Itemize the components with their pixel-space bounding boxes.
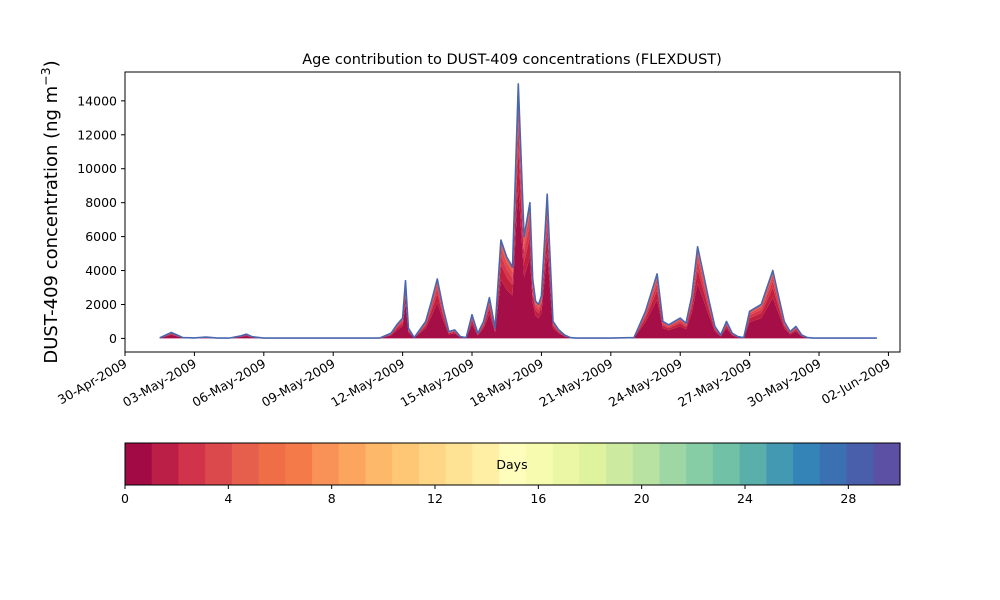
colorbar-swatch — [258, 443, 286, 485]
colorbar-swatch — [873, 443, 901, 485]
colorbar-swatch — [178, 443, 206, 485]
colorbar-swatch — [338, 443, 367, 485]
colorbar-axis: 0 4 8 12 16 20 24 28 — [121, 485, 856, 506]
y-tick-label: 8000 — [85, 195, 117, 210]
y-tick-label: 0 — [109, 331, 117, 346]
colorbar-swatch — [659, 443, 687, 485]
y-axis-label-exponent: −3 — [38, 67, 53, 85]
colorbar-swatch — [766, 443, 794, 485]
colorbar-frame — [124, 442, 901, 486]
colorbar-tick-label: 20 — [634, 491, 650, 506]
age-layer-0-1 — [159, 185, 877, 339]
colorbar-tick-label: 28 — [840, 491, 856, 506]
colorbar-tick-label: 0 — [121, 491, 129, 506]
y-tick-label: 10000 — [77, 161, 117, 176]
colorbar-swatch — [205, 443, 233, 485]
colorbar-swatch — [392, 443, 420, 485]
colorbar-swatch — [312, 443, 340, 485]
y-axis-label-main: DUST-409 concentration (ng m — [41, 86, 62, 364]
colorbar-tick-label: 8 — [328, 491, 336, 506]
colorbar-swatch — [686, 443, 714, 485]
age-area-layers — [159, 83, 877, 339]
colorbar-tick-label: 12 — [427, 491, 443, 506]
age-layer-1-2 — [159, 147, 877, 339]
colorbar-swatch — [739, 443, 767, 485]
y-tick-label: 6000 — [85, 229, 117, 244]
total-concentration-line — [159, 83, 877, 339]
colorbar-swatch — [151, 443, 180, 485]
colorbar-swatch — [365, 443, 393, 485]
colorbar-swatch — [499, 443, 527, 485]
colorbar-label: Days — [496, 457, 527, 472]
y-tick-label: 4000 — [85, 263, 117, 278]
y-tick-label: 12000 — [77, 127, 117, 142]
colorbar-swatch — [632, 443, 661, 485]
colorbar-swatch — [418, 443, 447, 485]
colorbar-swatch — [793, 443, 821, 485]
colorbar-swatch — [552, 443, 580, 485]
plot-frame — [124, 71, 901, 353]
colorbar-swatch — [231, 443, 260, 485]
colorbar-swatch — [445, 443, 474, 485]
chart-title: Age contribution to DUST-409 concentrati… — [302, 52, 722, 68]
colorbar-swatch — [819, 443, 848, 485]
colorbar — [125, 443, 901, 485]
colorbar-swatch — [285, 443, 313, 485]
y-axis-label: DUST-409 concentration (ng m−3) — [38, 60, 62, 363]
colorbar-tick-label: 4 — [224, 491, 232, 506]
y-tick-label: 14000 — [77, 93, 117, 108]
y-axis: 0 2000 4000 6000 8000 10000 12000 14000 — [77, 93, 125, 346]
colorbar-swatch — [125, 443, 153, 485]
colorbar-swatch — [606, 443, 634, 485]
y-axis-label-close: ) — [41, 60, 62, 67]
colorbar-swatch — [712, 443, 741, 485]
colorbar-swatch — [846, 443, 874, 485]
colorbar-swatch — [579, 443, 607, 485]
colorbar-swatch — [472, 443, 500, 485]
colorbar-swatch — [525, 443, 554, 485]
colorbar-tick-label: 16 — [530, 491, 546, 506]
y-tick-label: 2000 — [85, 297, 117, 312]
colorbar-tick-label: 24 — [737, 491, 753, 506]
